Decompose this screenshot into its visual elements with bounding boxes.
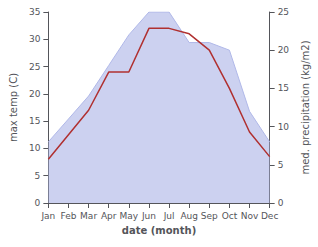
- svg-text:10: 10: [278, 122, 290, 132]
- svg-text:Jan: Jan: [40, 211, 55, 221]
- svg-text:Sep: Sep: [201, 211, 218, 221]
- svg-text:35: 35: [29, 7, 40, 17]
- svg-text:30: 30: [29, 34, 41, 44]
- svg-text:Mar: Mar: [80, 211, 97, 221]
- svg-text:Jul: Jul: [163, 211, 175, 221]
- svg-text:Dec: Dec: [261, 211, 278, 221]
- svg-text:0: 0: [35, 198, 41, 208]
- svg-text:5: 5: [278, 160, 284, 170]
- svg-text:10: 10: [29, 143, 41, 153]
- svg-text:May: May: [120, 211, 139, 221]
- svg-text:20: 20: [29, 89, 41, 99]
- svg-text:Feb: Feb: [61, 211, 77, 221]
- svg-text:20: 20: [278, 45, 290, 55]
- svg-text:25: 25: [29, 62, 40, 72]
- svg-text:Apr: Apr: [101, 211, 117, 221]
- svg-text:Aug: Aug: [180, 211, 198, 221]
- svg-text:0: 0: [278, 198, 284, 208]
- svg-text:Nov: Nov: [241, 211, 259, 221]
- svg-text:25: 25: [278, 7, 289, 17]
- svg-text:15: 15: [29, 116, 40, 126]
- svg-text:15: 15: [278, 83, 289, 93]
- svg-text:date (month): date (month): [122, 225, 196, 236]
- svg-text:max temp (C): max temp (C): [8, 73, 19, 142]
- svg-text:5: 5: [35, 171, 41, 181]
- svg-text:Jun: Jun: [141, 211, 156, 221]
- svg-text:med. precipitation (kg/m2): med. precipitation (kg/m2): [300, 40, 311, 174]
- svg-text:Oct: Oct: [222, 211, 238, 221]
